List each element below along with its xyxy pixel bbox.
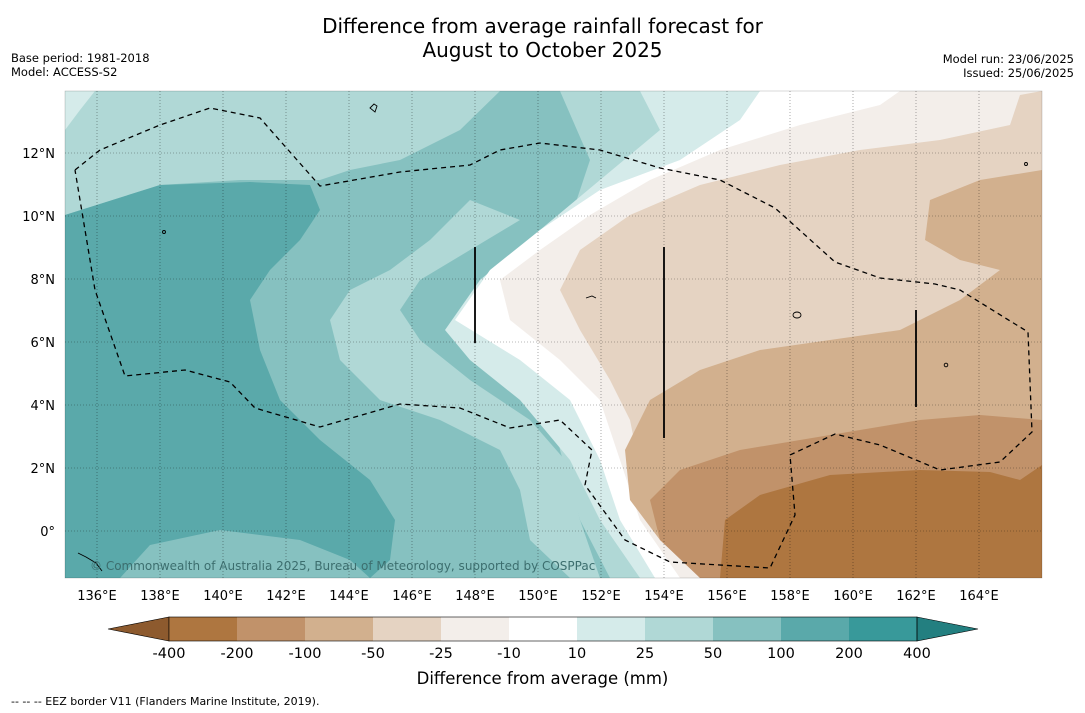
lon-tick: 162°E [896,589,936,604]
colorbar-label: -25 [429,646,453,662]
colorbar-title: Difference from average (mm) [416,669,669,688]
lon-tick: 148°E [455,589,495,604]
lon-tick: 136°E [77,589,117,604]
title-line-1: Difference from average rainfall forecas… [322,14,763,38]
base-period: Base period: 1981-2018 [11,51,150,65]
colorbar-swatch [713,617,781,641]
colorbar-swatch [577,617,645,641]
map-title: Difference from average rainfall forecas… [0,14,1085,62]
contour-fields [65,91,1042,578]
colorbar-swatch [441,617,509,641]
colorbar: -400 -200 -100 -50 -25 -10 10 25 50 100 … [107,616,979,662]
graticule [65,91,1042,578]
lon-tick: 140°E [203,589,243,604]
eez-border [74,107,1033,569]
colorbar-labels: -400 -200 -100 -50 -25 -10 10 25 50 100 … [153,646,931,662]
lat-tick: 8°N [31,273,56,288]
lon-tick: 156°E [707,589,747,604]
lon-tick: 158°E [770,589,810,604]
colorbar-swatch [169,617,237,641]
field-corner [65,91,95,130]
lat-tick: 2°N [31,462,56,477]
copyright-text: © Commonwealth of Australia 2025, Bureau… [90,559,595,573]
islands [77,103,1028,572]
colorbar-label: 10 [568,646,586,662]
lat-tick: 0° [40,525,55,540]
field-west-25 [65,91,500,215]
colorbar-swatch [645,617,713,641]
model-name: Model: ACCESS-S2 [11,65,118,79]
colorbar-label: 50 [704,646,722,662]
colorbar-label: 25 [636,646,654,662]
lat-ticks: 12°N 10°N 8°N 6°N 4°N 2°N 0° [22,147,55,540]
model-run: Model run: 23/06/2025 [942,52,1074,66]
map-frame [64,90,1043,579]
lon-tick: 164°E [959,589,999,604]
lat-tick: 10°N [22,210,55,225]
lon-ticks: 136°E 138°E 140°E 142°E 144°E 146°E 148°… [77,589,999,604]
colorbar-label: -100 [289,646,322,662]
field-west-100 [65,182,395,578]
lat-tick: 6°N [31,336,56,351]
colorbar-swatch [305,617,373,641]
colorbar-label: -400 [153,646,186,662]
colorbar-swatch [509,617,577,641]
colorbar-label: -10 [497,646,521,662]
lat-tick: 4°N [31,399,56,414]
lon-tick: 160°E [833,589,873,604]
field-south-50 [120,530,370,578]
colorbar-swatch [849,617,917,641]
title-line-2: August to October 2025 [422,38,663,62]
meta-right: Model run: 23/06/2025 Issued: 25/06/2025 [943,52,1074,80]
colorbar-right-arrow [916,616,979,642]
lon-tick: 144°E [329,589,369,604]
field-minus200 [720,465,1042,578]
colorbar-swatch [781,617,849,641]
lon-tick: 146°E [392,589,432,604]
lon-tick: 138°E [140,589,180,604]
colorbar-label: -50 [361,646,385,662]
colorbar-left-arrow [107,616,170,642]
colorbar-label: 100 [767,646,795,662]
lon-tick: 150°E [518,589,558,604]
colorbar-swatch [373,617,441,641]
meta-left: Base period: 1981-2018 Model: ACCESS-S2 [11,51,150,79]
lat-tick: 12°N [22,147,55,162]
colorbar-label: 200 [835,646,863,662]
footnote: -- -- -- EEZ border V11 (Flanders Marine… [11,695,320,708]
colorbar-swatch [237,617,305,641]
lon-tick: 152°E [581,589,621,604]
boundary-segments [474,247,917,438]
issued-date: Issued: 25/06/2025 [963,66,1074,80]
lon-tick: 142°E [266,589,306,604]
colorbar-label: -200 [221,646,254,662]
lon-tick: 154°E [644,589,684,604]
field-central-25 [330,200,600,578]
colorbar-label: 400 [903,646,931,662]
